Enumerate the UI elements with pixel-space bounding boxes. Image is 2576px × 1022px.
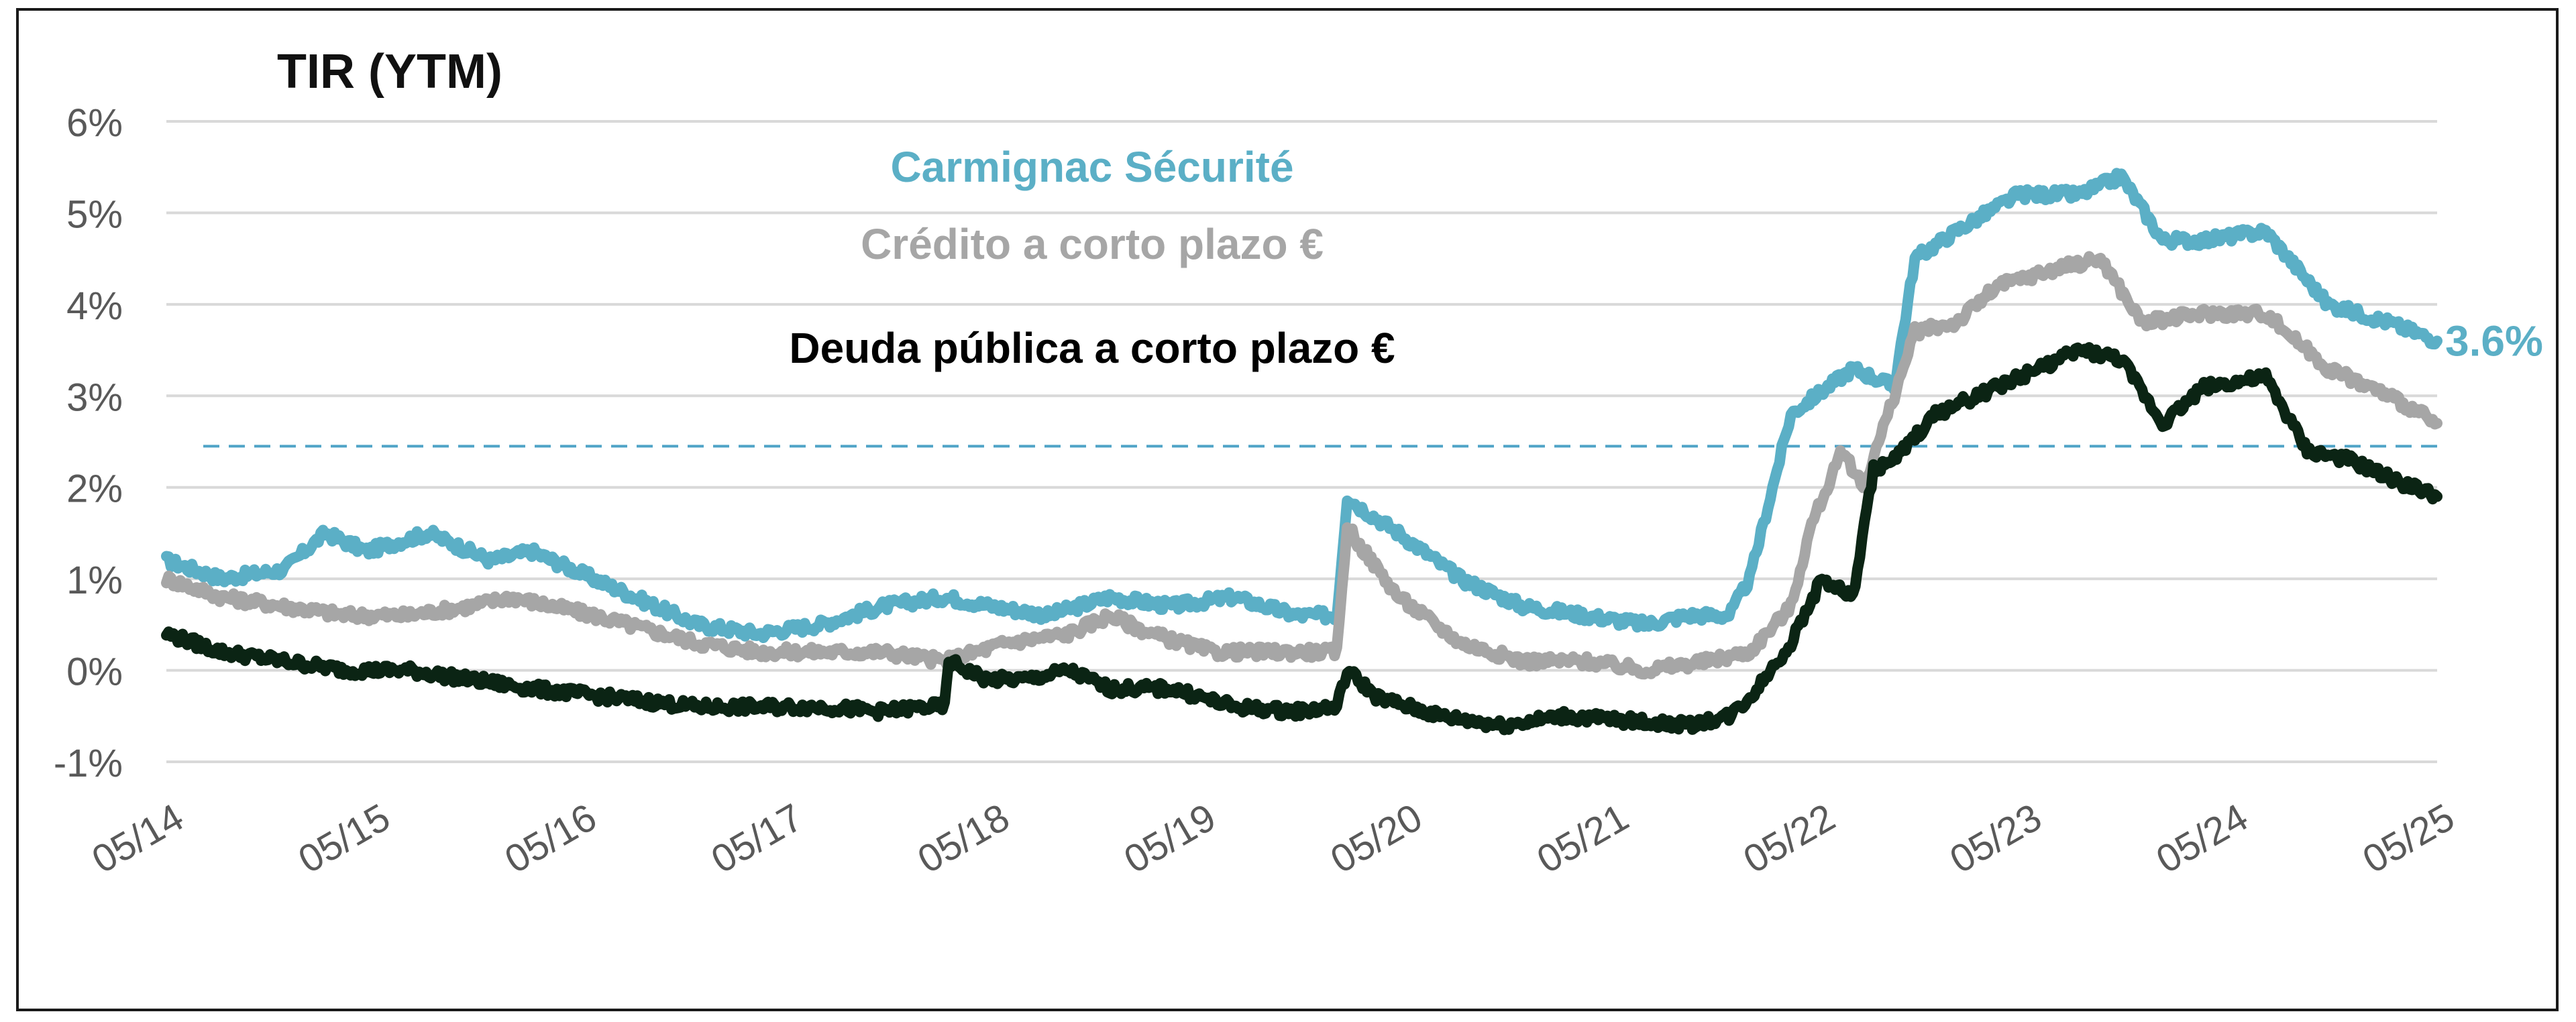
- series-lines: [161, 168, 2443, 736]
- y-tick-label: 1%: [66, 559, 123, 602]
- x-tick-label: 05/24: [2149, 795, 2255, 882]
- end-value-label: 3.6%: [2445, 317, 2543, 365]
- series-line-1: [161, 168, 2443, 643]
- x-tick-label: 05/25: [2355, 795, 2461, 882]
- x-tick-label: 05/19: [1117, 795, 1223, 882]
- y-tick-label: 3%: [66, 376, 123, 419]
- legend-deuda: Deuda pública a corto plazo €: [789, 324, 1395, 372]
- x-tick-label: 05/21: [1529, 795, 1635, 882]
- x-tick-label: 05/16: [498, 795, 604, 882]
- y-tick-label: 5%: [66, 192, 123, 236]
- y-tick-label: -1%: [54, 742, 123, 785]
- x-tick-label: 05/22: [1736, 795, 1842, 882]
- legend-carmignac: Carmignac Sécurité: [890, 143, 1293, 191]
- y-tick-label: 2%: [66, 467, 123, 511]
- y-axis-ticks: -1% 0% 1% 2% 3% 4% 5% 6%: [54, 101, 123, 785]
- y-tick-label: 0%: [66, 650, 123, 694]
- y-tick-label: 6%: [66, 101, 123, 145]
- x-tick-label: 05/23: [1943, 795, 2049, 882]
- series-line-3: [161, 342, 2443, 736]
- chart-frame: TIR (YTM) -1% 0% 1% 2% 3% 4% 5% 6% 05/14 05/15 05…: [16, 8, 2559, 1011]
- series-line-2: [161, 251, 2443, 680]
- x-tick-label: 05/15: [291, 795, 397, 882]
- yield-chart: TIR (YTM) -1%0%1%2%3%4%5%6% 05/14 05/15 05…: [54, 45, 2543, 882]
- legend-credito: Crédito a corto plazo €: [861, 220, 1324, 268]
- y-tick-label: 4%: [66, 284, 123, 328]
- x-tick-label: 05/14: [85, 795, 191, 882]
- chart-title: TIR (YTM): [277, 45, 502, 99]
- x-axis-ticks: 05/14 05/15 05/16 05/17 05/18 05/19 05/20 05/21…: [85, 795, 2461, 882]
- x-tick-label: 05/18: [910, 795, 1016, 882]
- x-tick-label: 05/20: [1324, 795, 1430, 882]
- x-tick-label: 05/17: [704, 795, 810, 882]
- gridlines: [166, 120, 2437, 763]
- legend: Carmignac Sécurité Crédito a corto plazo…: [789, 143, 1395, 372]
